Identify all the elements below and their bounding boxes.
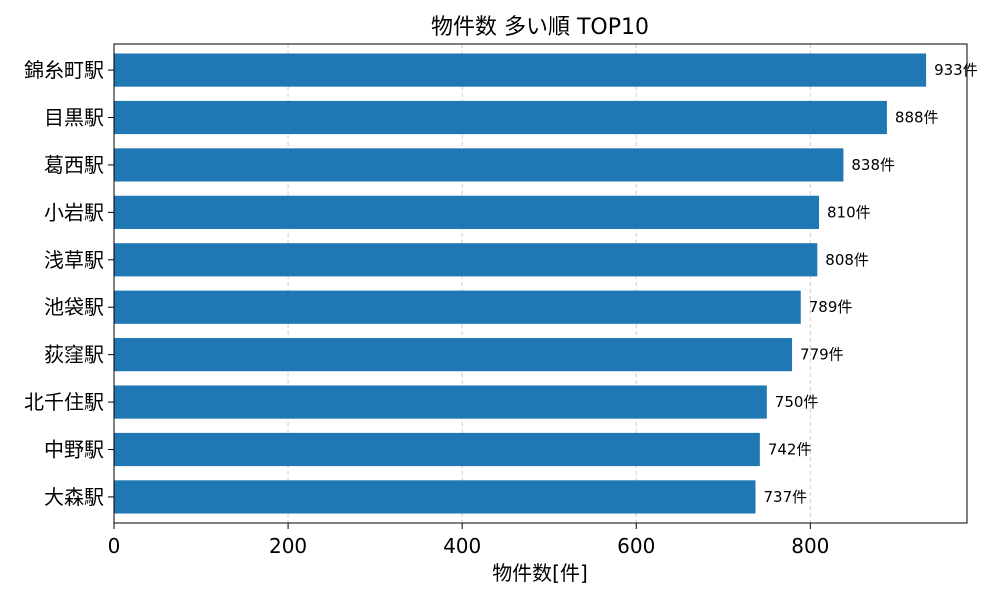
data-label: 838件 [851,156,895,174]
data-label: 750件 [775,393,819,411]
bar [114,290,801,324]
chart-title: 物件数 多い順 TOP10 [431,15,649,40]
bar [114,148,844,182]
category-label: 北千住駅 [24,390,104,414]
data-label: 933件 [934,61,978,79]
data-label: 810件 [827,203,871,221]
category-label: 池袋駅 [44,295,104,319]
category-label: 浅草駅 [44,248,104,272]
bar [114,195,820,229]
category-label: 錦糸町駅 [24,58,104,82]
bars-group [114,53,927,514]
category-label: 小岩駅 [44,200,104,224]
x-tick-label: 800 [791,534,829,558]
bar [114,100,887,135]
data-label: 789件 [809,298,853,316]
x-axis-ticks: 0 200 400 600 800 [108,523,829,558]
bar [114,338,793,372]
plot-frame [113,43,968,524]
category-label: 中野駅 [44,437,104,461]
x-tick-label: 200 [269,534,307,558]
category-label: 葛西駅 [44,153,104,177]
bar [114,432,760,467]
data-label: 737件 [763,488,807,506]
bar [114,480,756,514]
category-label: 大森駅 [44,485,104,509]
category-label: 荻窪駅 [44,343,104,367]
x-tick-label: 0 [108,534,121,558]
data-label: 808件 [825,251,869,269]
bar [114,385,767,419]
data-label: 742件 [768,440,812,458]
category-label: 目黒駅 [44,106,104,130]
bar [114,243,818,277]
x-tick-label: 400 [443,534,481,558]
bar [114,53,927,87]
data-label: 779件 [800,346,844,364]
data-label: 888件 [895,109,939,127]
x-axis-label: 物件数[件] [492,561,588,585]
x-tick-label: 600 [617,534,655,558]
